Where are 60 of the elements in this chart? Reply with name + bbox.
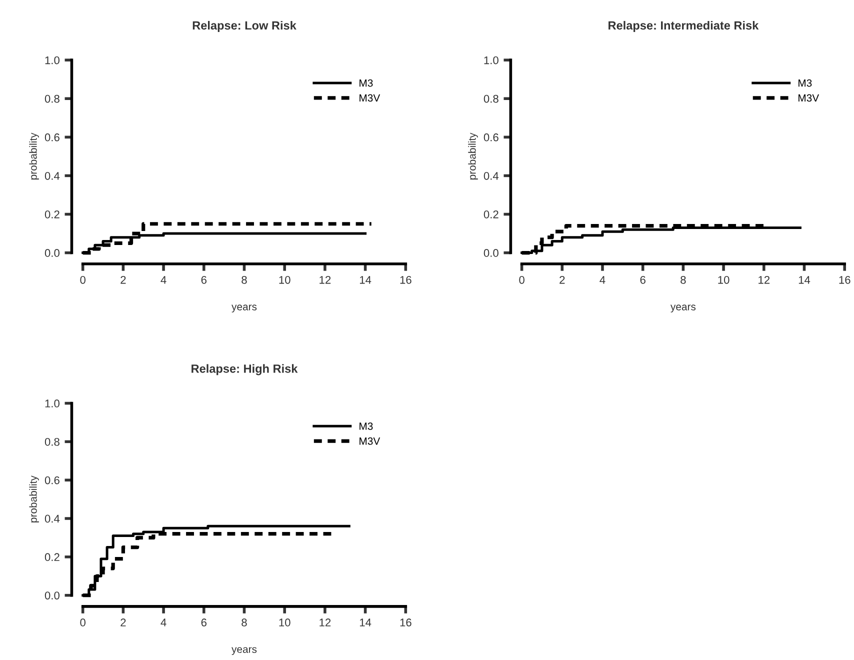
y-axis-title: probability bbox=[29, 132, 39, 180]
legend-label: M3 bbox=[360, 422, 373, 430]
x-tick-label: 2 bbox=[120, 276, 126, 284]
chart-title: Relapse: Intermediate Risk bbox=[608, 20, 759, 32]
y-tick-label: 0.0 bbox=[484, 249, 498, 257]
x-tick-label: 6 bbox=[201, 276, 206, 284]
x-axis-title: years bbox=[232, 647, 257, 655]
x-tick-label: 0 bbox=[80, 276, 86, 284]
legend-label: M3V bbox=[360, 94, 380, 102]
y-tick-label: 0.0 bbox=[44, 249, 60, 257]
x-tick-label: 14 bbox=[360, 618, 372, 626]
y-tick-label: 1.0 bbox=[484, 56, 498, 64]
legend-label: M3V bbox=[798, 94, 820, 102]
x-tick-label: 8 bbox=[242, 276, 247, 284]
x-tick-label: 16 bbox=[400, 618, 412, 626]
legend-label: M3 bbox=[360, 79, 373, 87]
x-tick-label: 14 bbox=[360, 276, 372, 284]
x-tick-label: 16 bbox=[839, 276, 850, 284]
legend-label: M3V bbox=[360, 437, 380, 445]
x-tick-label: 4 bbox=[160, 618, 166, 626]
legend-label: M3 bbox=[798, 79, 812, 87]
x-tick-label: 12 bbox=[320, 276, 331, 284]
x-axis-title: years bbox=[670, 304, 696, 312]
chart-title: Relapse: High Risk bbox=[192, 364, 298, 376]
x-tick-label: 12 bbox=[758, 276, 770, 284]
y-axis-title: probability bbox=[29, 476, 39, 522]
y-tick-label: 1.0 bbox=[45, 56, 60, 64]
y-tick-label: 0.2 bbox=[484, 210, 498, 218]
y-tick-label: 0.4 bbox=[44, 514, 60, 523]
y-tick-label: 0.4 bbox=[44, 172, 60, 180]
x-tick-label: 6 bbox=[640, 276, 646, 284]
y-tick-label: 0.8 bbox=[44, 438, 60, 446]
y-tick-label: 0.6 bbox=[44, 133, 60, 142]
y-tick-label: 0.8 bbox=[484, 94, 498, 103]
x-tick-label: 16 bbox=[400, 276, 412, 284]
chart-title: Relapse: Low Risk bbox=[192, 20, 296, 32]
x-tick-label: 12 bbox=[320, 618, 331, 626]
x-tick-label: 4 bbox=[160, 276, 166, 284]
x-tick-label: 10 bbox=[279, 618, 290, 626]
x-tick-label: 4 bbox=[600, 276, 606, 284]
y-tick-label: 0.6 bbox=[484, 133, 498, 142]
y-tick-label: 0.2 bbox=[44, 553, 60, 562]
x-tick-label: 0 bbox=[519, 276, 524, 284]
x-tick-label: 2 bbox=[120, 618, 126, 626]
y-axis-title: probability bbox=[468, 132, 478, 180]
x-tick-label: 10 bbox=[279, 276, 290, 284]
y-tick-label: 0.8 bbox=[44, 94, 60, 103]
x-tick-label: 2 bbox=[560, 276, 565, 284]
x-tick-label: 8 bbox=[242, 618, 247, 626]
y-tick-label: 1.0 bbox=[45, 400, 60, 408]
y-tick-label: 0.6 bbox=[44, 476, 60, 484]
x-tick-label: 10 bbox=[718, 276, 730, 284]
x-tick-label: 6 bbox=[201, 618, 206, 626]
y-tick-label: 0.2 bbox=[44, 210, 60, 218]
x-axis-title: years bbox=[232, 304, 257, 312]
x-tick-label: 14 bbox=[798, 276, 810, 284]
x-tick-label: 0 bbox=[80, 618, 86, 626]
y-tick-label: 0.0 bbox=[44, 592, 60, 600]
x-tick-label: 8 bbox=[680, 276, 686, 284]
y-tick-label: 0.4 bbox=[484, 172, 499, 180]
